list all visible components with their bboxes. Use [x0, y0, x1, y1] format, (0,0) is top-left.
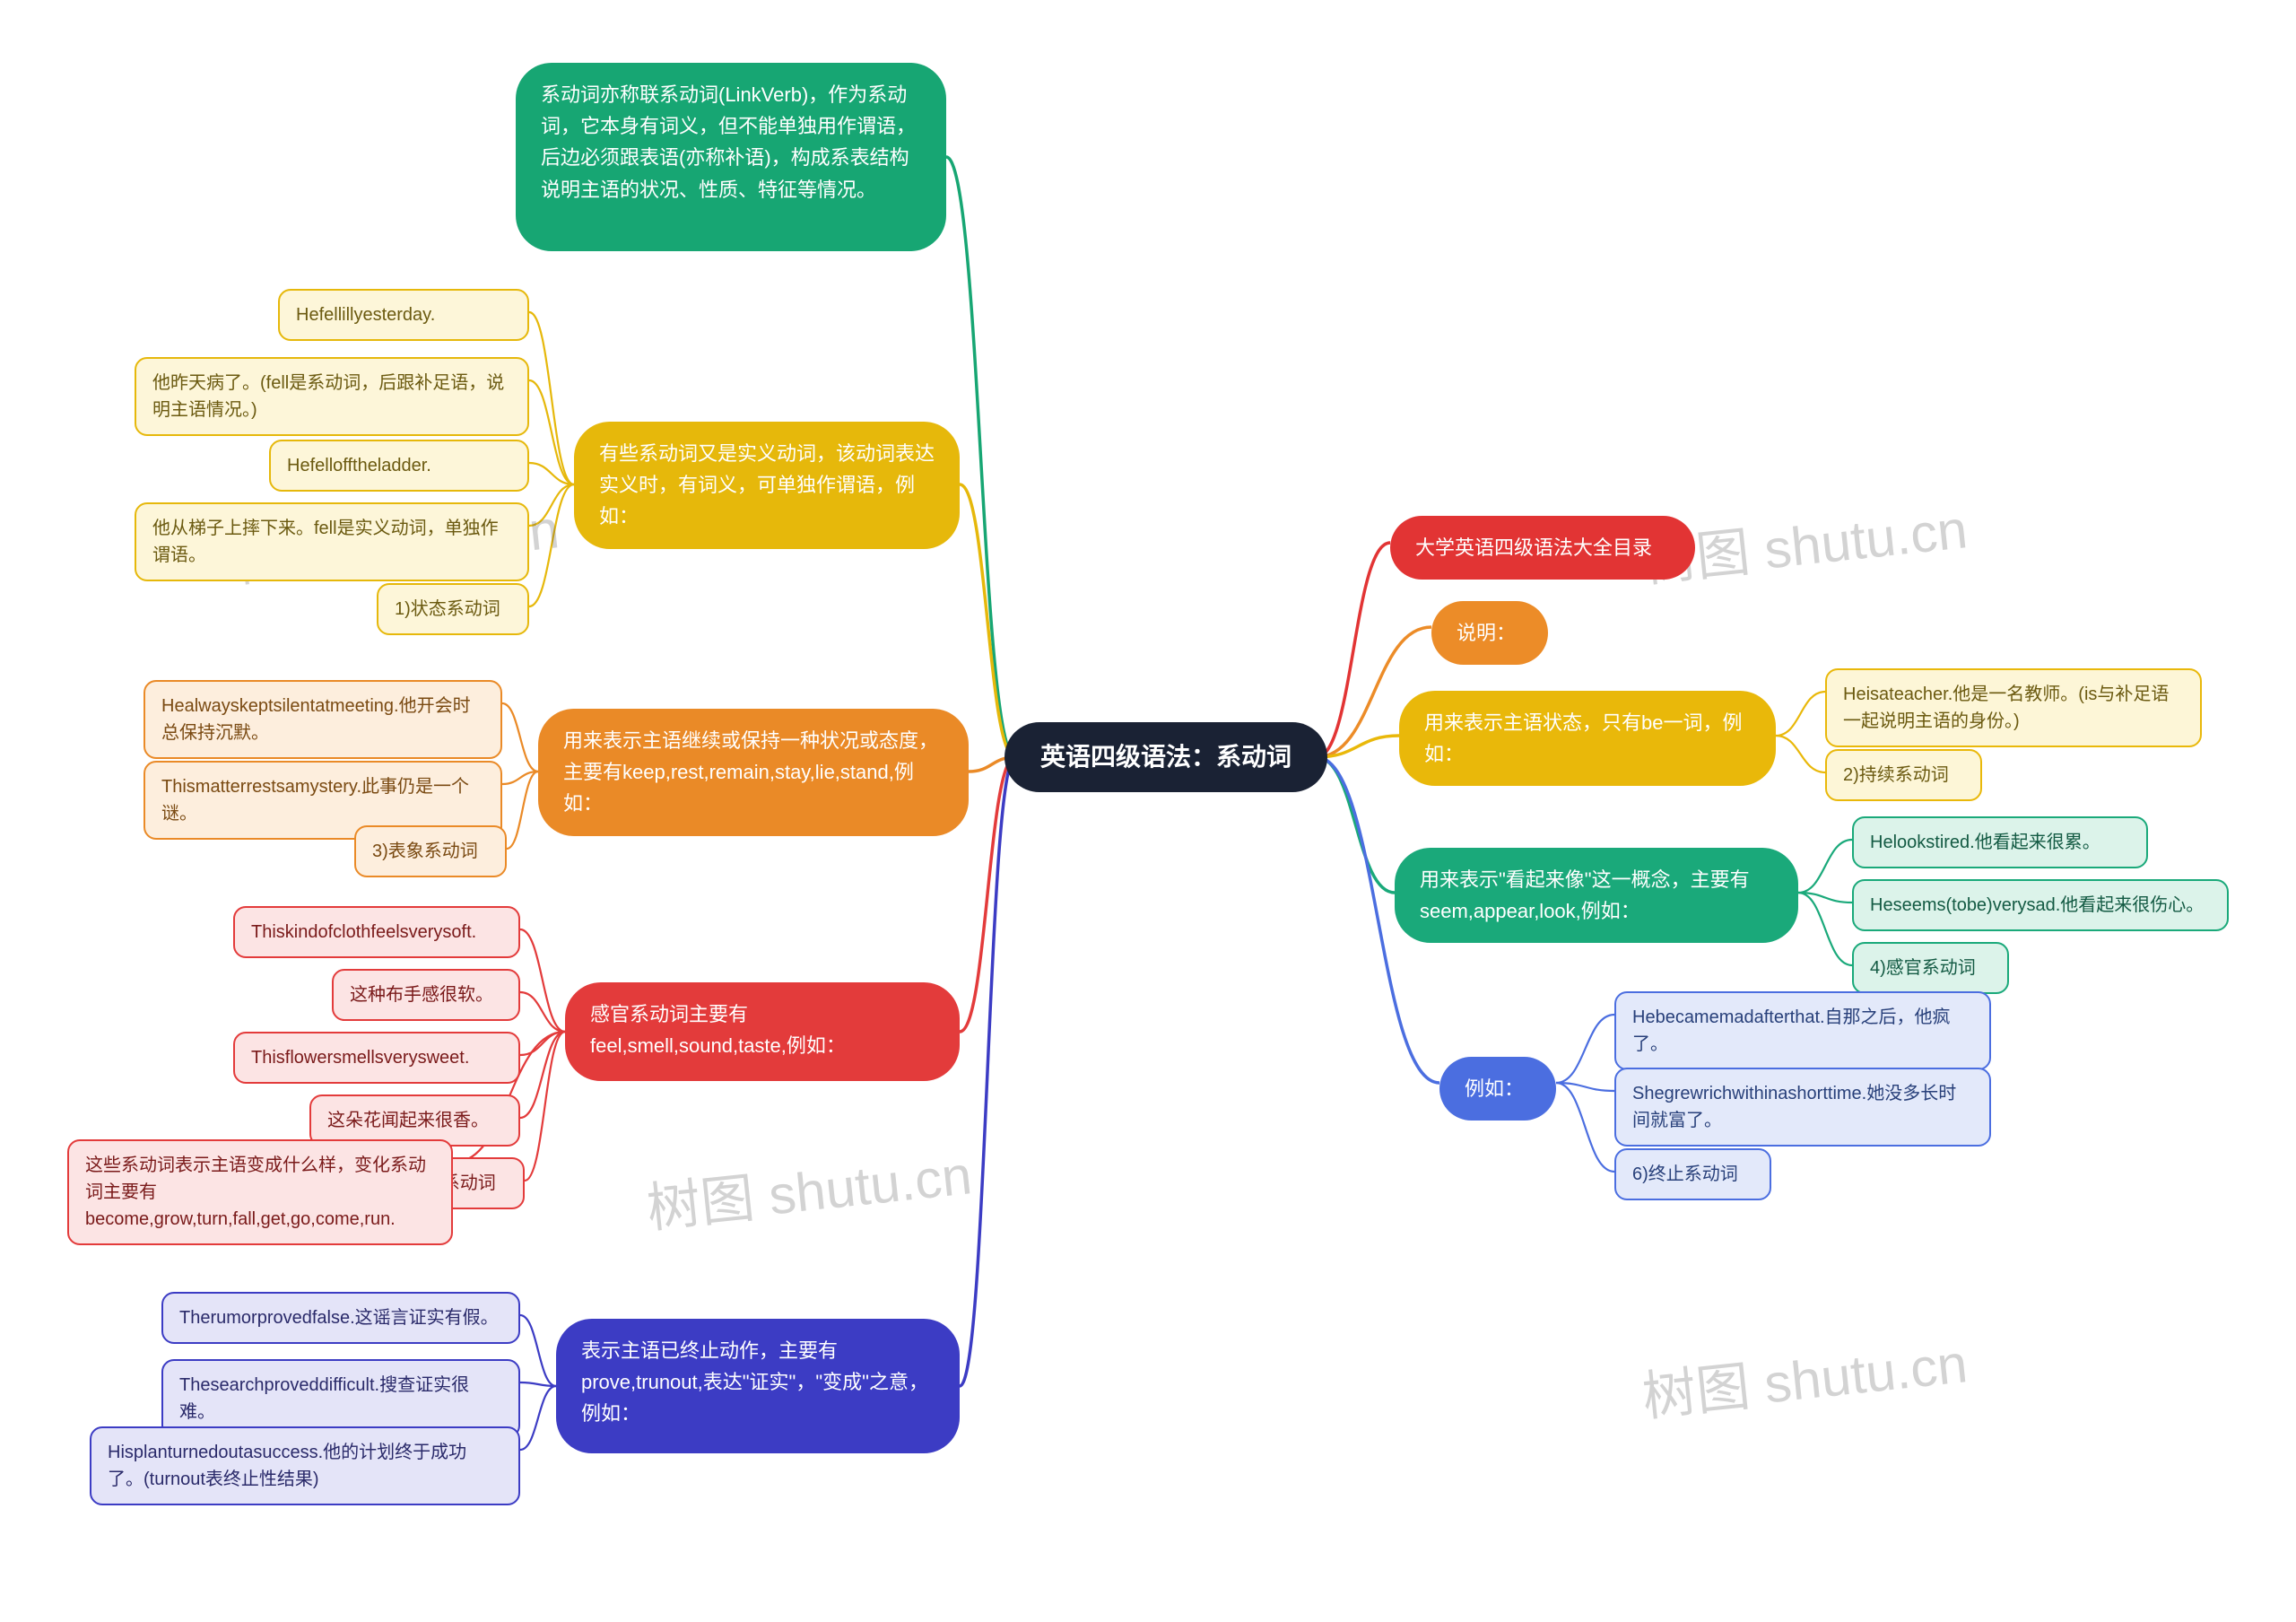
- branch-b9: 用来表示"看起来像"这一概念，主要有seem,appear,look,例如：: [1395, 848, 1798, 943]
- watermark-2: 树图 shutu.cn: [642, 1131, 975, 1243]
- leaf-b8-0: Heisateacher.他是一名教师。(is与补足语一起说明主语的身份。): [1825, 668, 2202, 747]
- leaf-b4-2: Thisflowersmellsverysweet.: [233, 1032, 520, 1084]
- leaf-b9-1: Heseems(tobe)verysad.他看起来很伤心。: [1852, 879, 2229, 931]
- branch-b4: 感官系动词主要有feel,smell,sound,taste,例如：: [565, 982, 960, 1081]
- branch-b1: 系动词亦称联系动词(LinkVerb)，作为系动词，它本身有词义，但不能单独用作…: [516, 63, 946, 251]
- watermark-3: 树图 shutu.cn: [1638, 1320, 1970, 1432]
- branch-b2: 有些系动词又是实义动词，该动词表达实义时，有词义，可单独作谓语，例如：: [574, 422, 960, 549]
- branch-b8: 用来表示主语状态，只有be一词，例如：: [1399, 691, 1776, 786]
- leaf-b2-1: 他昨天病了。(fell是系动词，后跟补足语，说明主语情况。): [135, 357, 529, 436]
- leaf-b2-4: 1)状态系动词: [377, 583, 529, 635]
- leaf-b5-0: Therumorprovedfalse.这谣言证实有假。: [161, 1292, 520, 1344]
- branch-b7: 说明：: [1431, 601, 1548, 665]
- leaf-b9-0: Helookstired.他看起来很累。: [1852, 816, 2148, 868]
- branch-b3: 用来表示主语继续或保持一种状况或态度，主要有keep,rest,remain,s…: [538, 709, 969, 836]
- leaf-b10-0: Hebecamemadafterthat.自那之后，他疯了。: [1614, 991, 1991, 1070]
- leaf-b2-0: Hefellillyesterday.: [278, 289, 529, 341]
- leaf-b2-2: Hefellofftheladder.: [269, 440, 529, 492]
- leaf-b4-5: 这些系动词表示主语变成什么样，变化系动词主要有become,grow,turn,…: [67, 1139, 453, 1245]
- leaf-b3-0: Healwayskeptsilentatmeeting.他开会时总保持沉默。: [144, 680, 502, 759]
- leaf-b8-1: 2)持续系动词: [1825, 749, 1982, 801]
- leaf-b4-1: 这种布手感很软。: [332, 969, 520, 1021]
- branch-b10: 例如：: [1439, 1057, 1556, 1121]
- leaf-b4-0: Thiskindofclothfeelsverysoft.: [233, 906, 520, 958]
- leaf-b5-2: Hisplanturnedoutasuccess.他的计划终于成功了。(turn…: [90, 1426, 520, 1505]
- leaf-b3-2: 3)表象系动词: [354, 825, 507, 877]
- leaf-b10-1: Shegrewrichwithinashorttime.她没多长时间就富了。: [1614, 1068, 1991, 1147]
- leaf-b2-3: 他从梯子上摔下来。fell是实义动词，单独作谓语。: [135, 502, 529, 581]
- branch-b6: 大学英语四级语法大全目录: [1390, 516, 1695, 580]
- leaf-b9-2: 4)感官系动词: [1852, 942, 2009, 994]
- center-node: 英语四级语法：系动词: [1004, 722, 1327, 792]
- branch-b5: 表示主语已终止动作，主要有prove,trunout,表达"证实"，"变成"之意…: [556, 1319, 960, 1453]
- leaf-b10-2: 6)终止系动词: [1614, 1148, 1771, 1200]
